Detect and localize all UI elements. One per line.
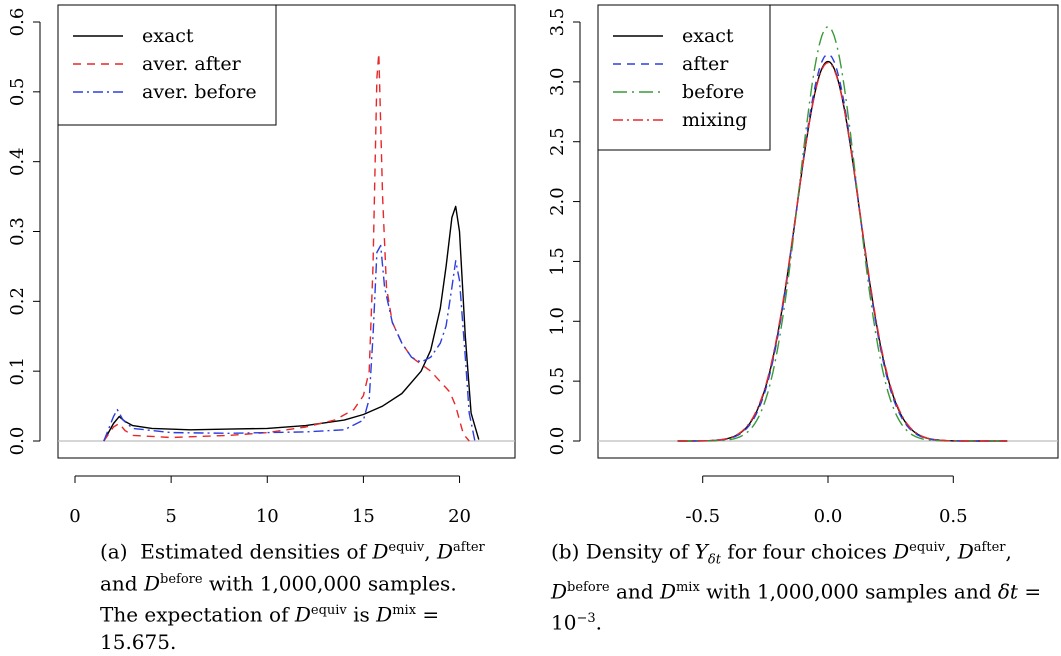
plot-frame [57,4,516,459]
y-tick-label: 0.4 [7,147,28,176]
y-tick-label: 0.5 [547,367,568,396]
y-tick-label: 0.2 [7,287,28,316]
y-tick-label: 0.0 [547,427,568,456]
y-tick-label: 0.0 [7,427,28,456]
caption-a: (a) Estimated densities of Dequiv, Dafte… [100,539,485,654]
y-tick-label: 0.6 [7,8,28,37]
x-tick-label: 5 [165,506,176,527]
x-tick-label: 0.5 [939,506,968,527]
x-tick-label: 10 [256,506,279,527]
legend-label: exact [682,25,734,47]
y-tick-label: 0.1 [7,357,28,386]
legend: exact after before mixing [597,4,771,151]
series-line-aver-before [103,244,476,442]
y-tick-label: 0.3 [7,217,28,246]
x-tick-label: 0.0 [814,506,843,527]
series-line-mixing [677,62,1008,442]
chart-a: 0 5 10 15 20 0.0 0.1 0.2 0.3 0.4 0.5 0.6 exact aver. … [7,4,516,527]
chart-b: -0.5 0.0 0.5 0.0 0.5 1.0 1.5 2.0 2.5 3.0 3.5 exact a… [547,4,1059,527]
y-tick-label: 1.0 [547,307,568,336]
y-tick-label: 3.0 [547,68,568,97]
figure-canvas: 0 5 10 15 20 0.0 0.1 0.2 0.3 0.4 0.5 0.6 exact aver. … [7,4,1059,527]
plot-frame [597,4,1059,459]
y-tick-label: 0.5 [7,78,28,107]
series-line-exact [103,205,480,442]
y-tick-label: 2.5 [547,127,568,156]
y-tick-label: 1.5 [547,247,568,276]
legend-label: mixing [682,109,747,131]
legend-label: before [682,81,744,103]
legend-label: aver. before [142,81,257,103]
series-line-before [677,26,1008,442]
series-line-aver-after [103,52,470,442]
legend: exact aver. after aver. before [57,4,277,126]
y-tick-label: 3.5 [547,8,568,37]
legend-label: exact [142,25,194,47]
y-tick-label: 2.0 [547,187,568,216]
legend-label: aver. after [142,53,242,75]
x-tick-label: -0.5 [685,506,720,527]
x-tick-label: 15 [352,506,375,527]
legend-label: after [682,53,729,75]
legend-box [57,4,277,126]
legend-box [597,4,771,151]
caption-b: (b) Density of Yδt for four choices Dequ… [551,539,1042,635]
x-tick-label: 0 [69,506,80,527]
x-tick-label: 20 [448,506,471,527]
